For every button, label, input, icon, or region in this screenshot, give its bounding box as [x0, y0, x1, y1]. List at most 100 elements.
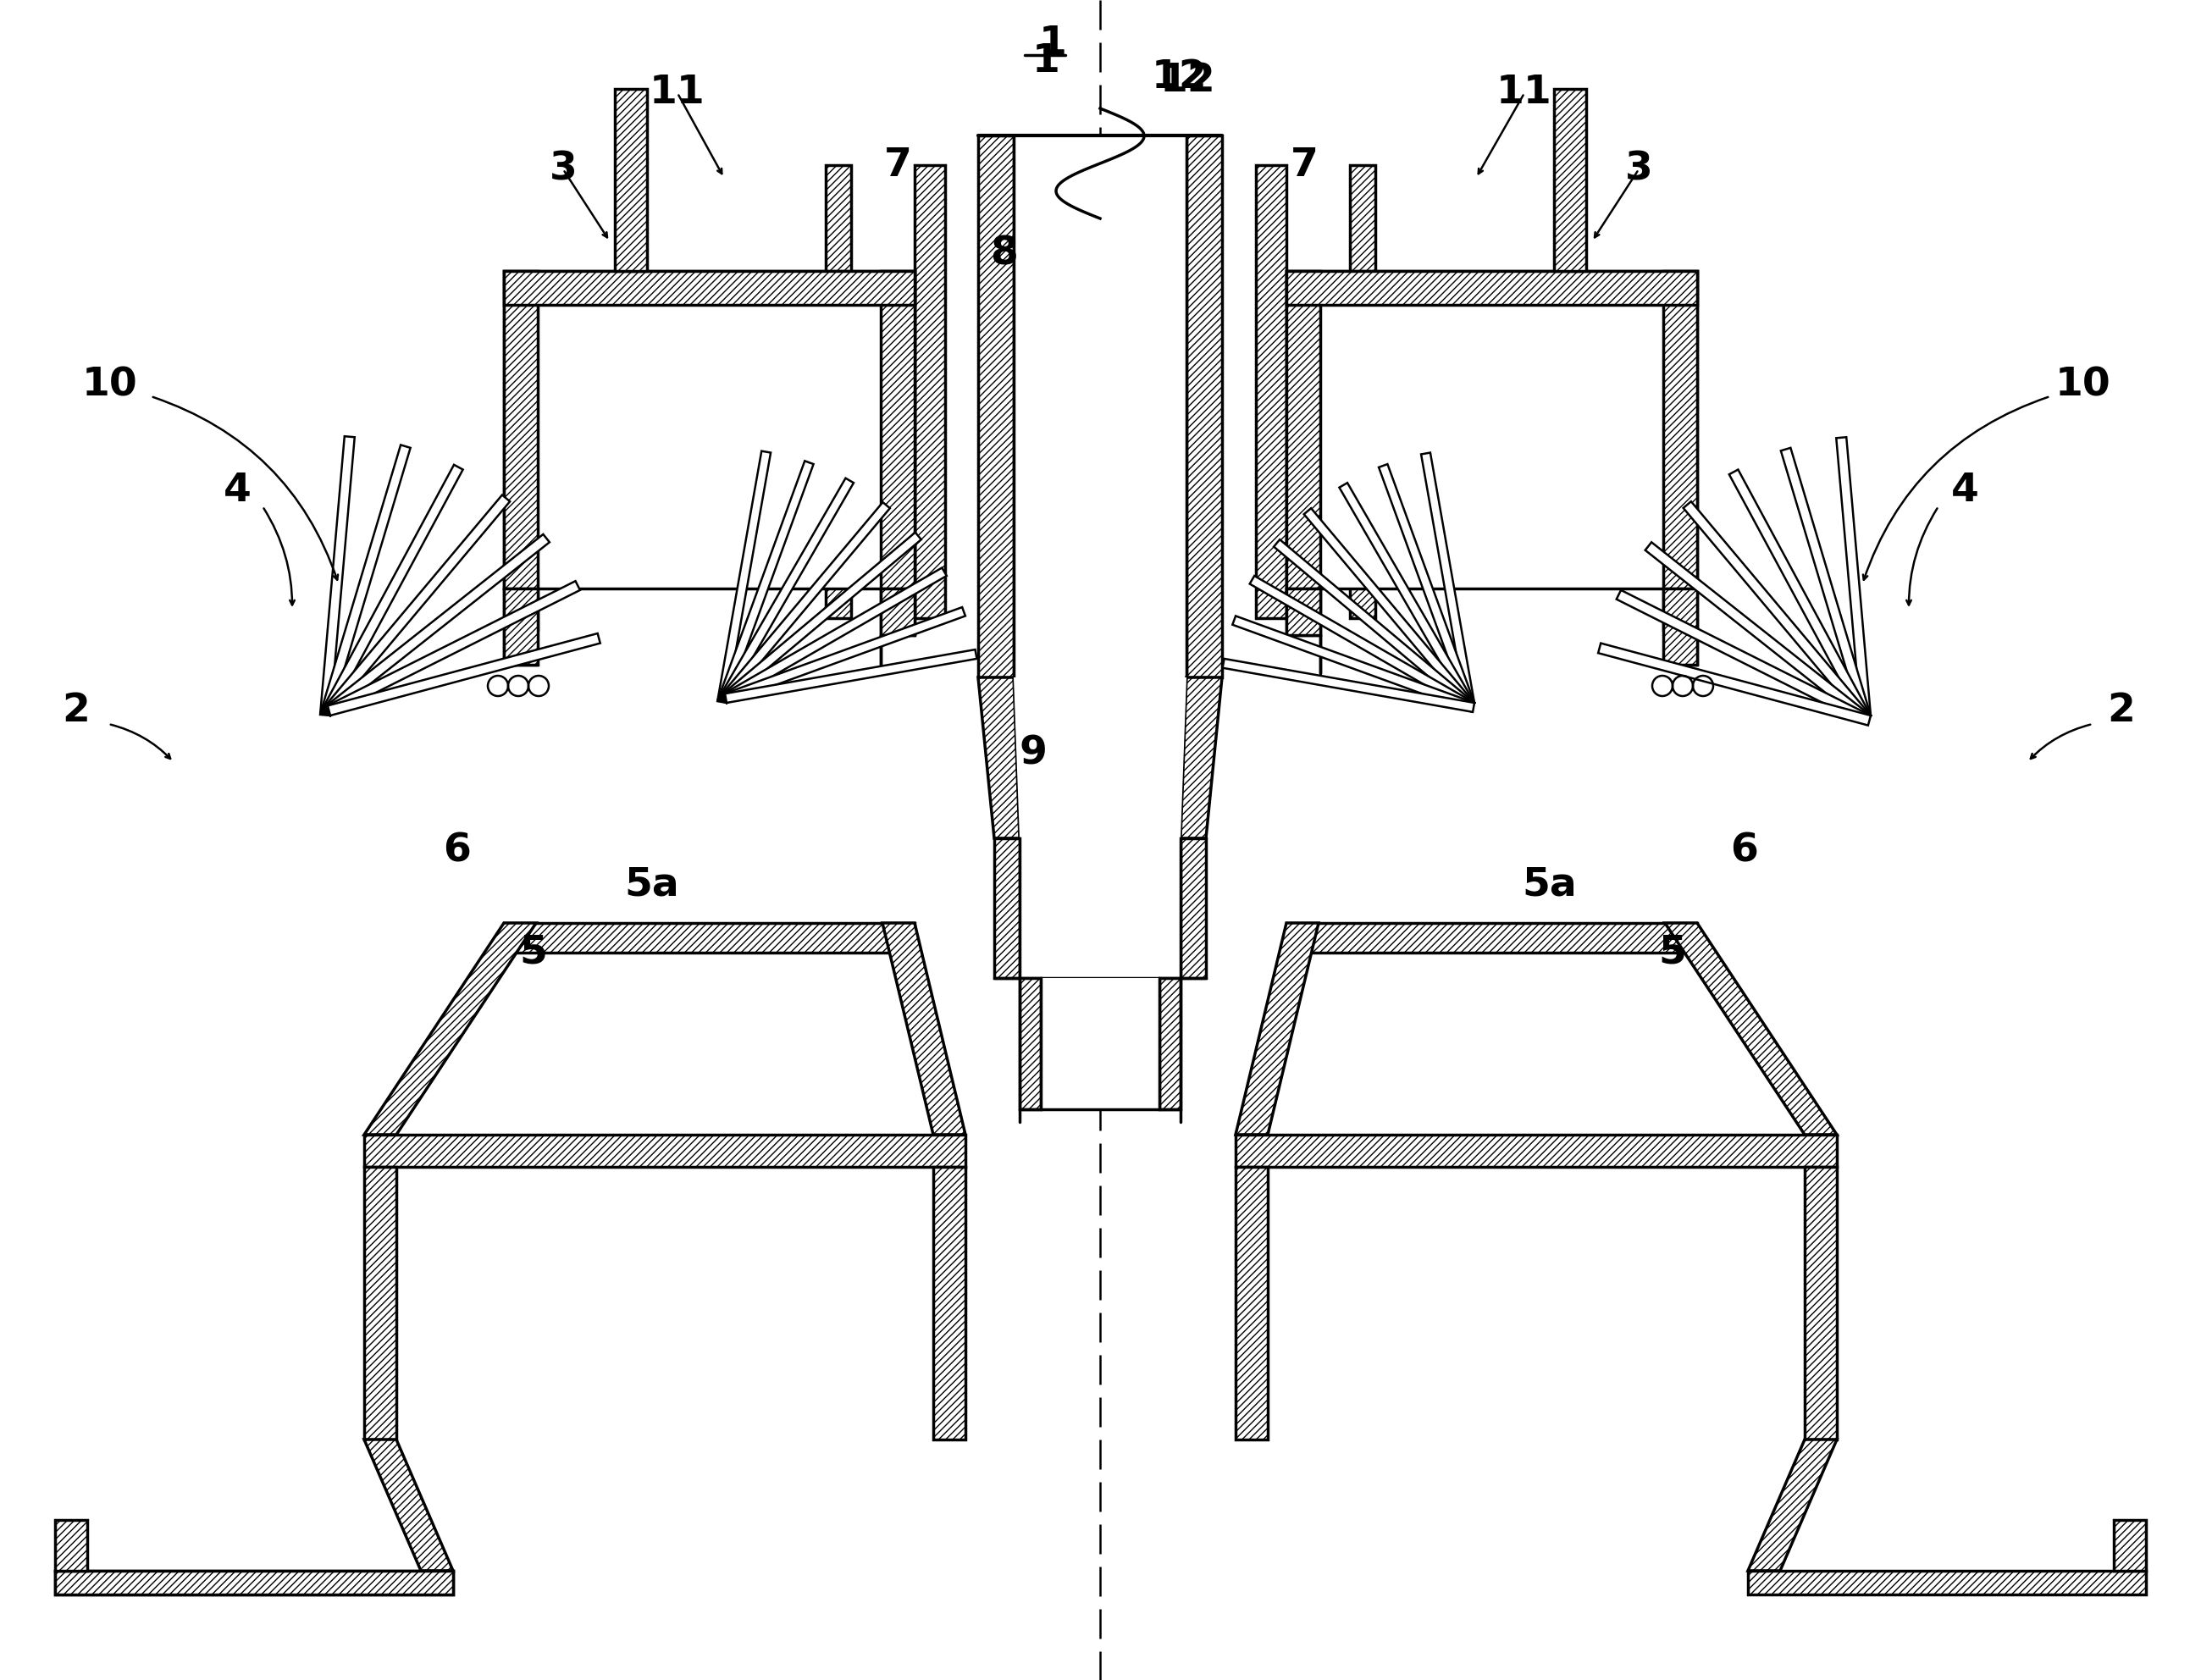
- Bar: [55, 1520, 88, 1571]
- Bar: [2113, 1520, 2146, 1571]
- Text: 2: 2: [2109, 692, 2135, 731]
- Text: 1: 1: [1032, 42, 1061, 81]
- Text: 4: 4: [222, 472, 251, 511]
- Polygon shape: [1015, 677, 1186, 838]
- Polygon shape: [324, 534, 550, 716]
- Text: 4: 4: [1950, 472, 1979, 511]
- Polygon shape: [724, 606, 966, 702]
- Bar: [1235, 1134, 1838, 1168]
- Bar: [995, 838, 1019, 978]
- Text: 3: 3: [550, 150, 577, 188]
- Text: 10: 10: [2056, 366, 2111, 405]
- Polygon shape: [1274, 539, 1475, 711]
- Polygon shape: [1781, 449, 1871, 719]
- Polygon shape: [720, 533, 922, 702]
- Bar: [880, 270, 916, 588]
- Bar: [504, 922, 916, 953]
- Text: 7: 7: [1290, 146, 1318, 185]
- Bar: [1257, 165, 1285, 618]
- Bar: [363, 1168, 396, 1440]
- Bar: [933, 1168, 966, 1440]
- Polygon shape: [363, 922, 537, 1134]
- Bar: [363, 1134, 966, 1168]
- Bar: [1285, 270, 1697, 588]
- Text: 5: 5: [519, 934, 548, 971]
- Polygon shape: [319, 437, 354, 716]
- Bar: [1015, 136, 1186, 677]
- Polygon shape: [1422, 452, 1475, 704]
- Text: 11: 11: [649, 74, 704, 113]
- Bar: [916, 165, 944, 618]
- Text: 11: 11: [1497, 74, 1552, 113]
- Polygon shape: [328, 633, 601, 716]
- Bar: [504, 270, 916, 304]
- Text: 10: 10: [81, 366, 139, 405]
- Text: 6: 6: [1730, 832, 1759, 870]
- Polygon shape: [326, 581, 581, 716]
- Polygon shape: [722, 568, 946, 702]
- Bar: [1349, 165, 1376, 618]
- Bar: [1180, 838, 1206, 978]
- Bar: [1554, 89, 1587, 270]
- Polygon shape: [883, 922, 966, 1134]
- Polygon shape: [718, 479, 854, 702]
- Text: 5a: 5a: [1523, 865, 1578, 904]
- Polygon shape: [1338, 482, 1475, 707]
- Bar: [1285, 270, 1697, 304]
- Text: 12: 12: [1151, 59, 1208, 97]
- Bar: [504, 588, 537, 665]
- Bar: [1664, 270, 1697, 588]
- Bar: [880, 588, 916, 635]
- Bar: [1160, 978, 1180, 1109]
- Text: 3: 3: [1624, 150, 1653, 188]
- Bar: [1805, 1168, 1838, 1440]
- Bar: [504, 270, 916, 588]
- Polygon shape: [1730, 470, 1871, 721]
- Polygon shape: [324, 496, 511, 716]
- Polygon shape: [1250, 576, 1475, 711]
- Bar: [1019, 978, 1041, 1109]
- Bar: [1019, 838, 1180, 978]
- Polygon shape: [1180, 677, 1222, 838]
- Text: 12: 12: [1160, 62, 1215, 99]
- Polygon shape: [718, 450, 770, 702]
- Polygon shape: [1616, 590, 1871, 724]
- Polygon shape: [1222, 659, 1475, 712]
- Polygon shape: [1748, 1440, 1838, 1571]
- Polygon shape: [1233, 617, 1475, 712]
- Text: 5a: 5a: [625, 865, 680, 904]
- Bar: [977, 136, 1015, 677]
- Text: 1: 1: [1039, 25, 1067, 64]
- Text: 8: 8: [990, 235, 1017, 274]
- Polygon shape: [724, 650, 977, 702]
- Bar: [504, 270, 537, 588]
- Polygon shape: [720, 502, 889, 702]
- Text: 5: 5: [1660, 934, 1686, 971]
- Bar: [614, 89, 647, 270]
- Text: 9: 9: [1019, 734, 1048, 773]
- Bar: [1285, 922, 1697, 953]
- Polygon shape: [718, 460, 814, 702]
- Polygon shape: [1303, 509, 1475, 709]
- Bar: [1664, 588, 1697, 665]
- Polygon shape: [1664, 922, 1838, 1134]
- Bar: [1748, 1571, 2146, 1594]
- Bar: [1285, 588, 1321, 635]
- Polygon shape: [321, 465, 462, 716]
- Bar: [55, 1571, 453, 1594]
- Polygon shape: [1644, 543, 1871, 724]
- Text: 6: 6: [442, 832, 471, 870]
- Polygon shape: [1235, 922, 1318, 1134]
- Polygon shape: [1598, 643, 1871, 726]
- Bar: [55, 1571, 453, 1594]
- Bar: [1041, 978, 1160, 1109]
- Polygon shape: [321, 445, 409, 716]
- Bar: [1285, 270, 1321, 588]
- Polygon shape: [1378, 464, 1475, 706]
- Polygon shape: [363, 1440, 453, 1571]
- Polygon shape: [1836, 437, 1871, 716]
- Text: 7: 7: [885, 146, 911, 185]
- Polygon shape: [977, 677, 1019, 838]
- Text: 2: 2: [62, 692, 90, 731]
- Bar: [825, 165, 852, 618]
